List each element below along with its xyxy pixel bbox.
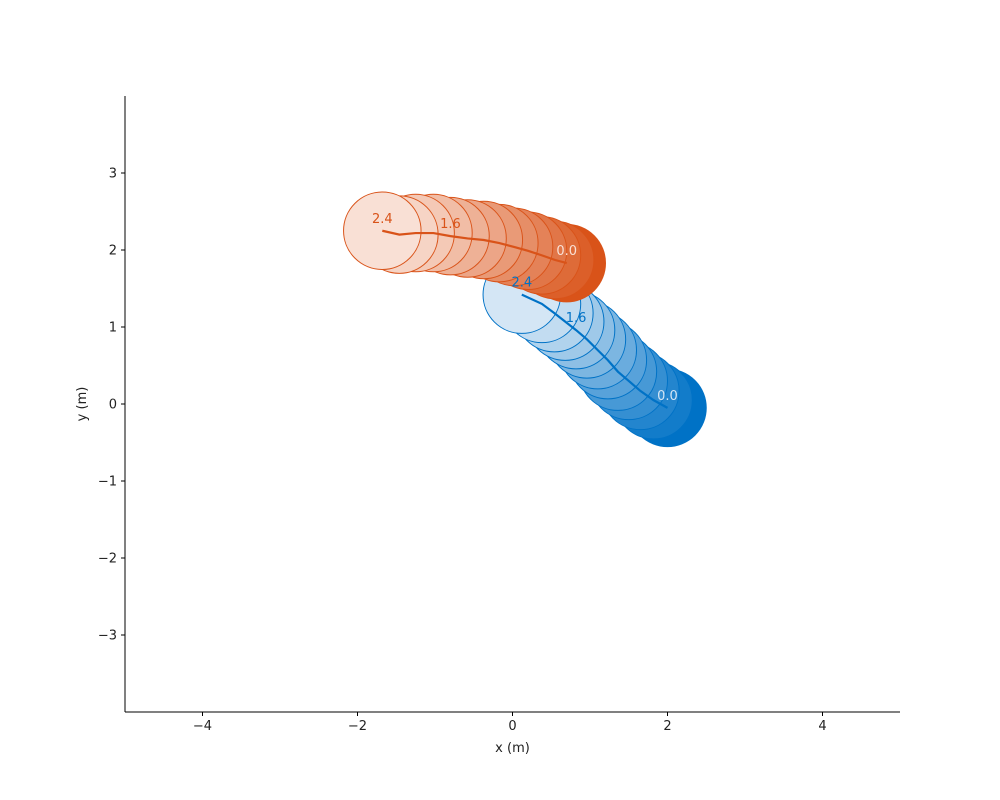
y-tick-label: 1: [109, 321, 117, 336]
x-tick-label: 2: [663, 719, 671, 734]
y-tick-label: −3: [98, 629, 117, 644]
y-tick-label: 0: [109, 398, 117, 413]
ticks-layer: −4 −2 0 2 4 −3 −2 −1 0 1 2 3: [98, 167, 827, 735]
y-tick-label: −1: [98, 475, 117, 490]
x-axis-label: x (m): [495, 741, 530, 756]
x-tick-label: −4: [193, 719, 212, 734]
agent-2-time-label: 1.6: [440, 217, 461, 232]
agent-1-time-label: 0.0: [657, 389, 678, 404]
trajectory-paths-layer: [382, 229, 669, 409]
time-labels-layer: 0.0 1.6 2.4 0.0 1.6 2.4: [372, 212, 678, 404]
y-tick-label: 3: [109, 167, 117, 182]
x-tick-label: 4: [818, 719, 826, 734]
agent-2-time-label: 2.4: [372, 212, 393, 227]
x-tick-label: 0: [508, 719, 516, 734]
axes: [124, 96, 900, 713]
y-tick-label: −2: [98, 552, 117, 567]
agent-1-time-label: 2.4: [511, 276, 532, 291]
agent-circles-layer: [343, 191, 707, 448]
agent-2-time-label: 0.0: [556, 244, 577, 259]
agent-1-time-label: 1.6: [566, 311, 587, 326]
y-tick-label: 2: [109, 244, 117, 259]
x-tick-label: −2: [348, 719, 367, 734]
y-axis-label: y (m): [75, 387, 90, 422]
agent-2-trajectory-line: [382, 229, 568, 265]
agent-1-trajectory-line: [521, 293, 669, 409]
